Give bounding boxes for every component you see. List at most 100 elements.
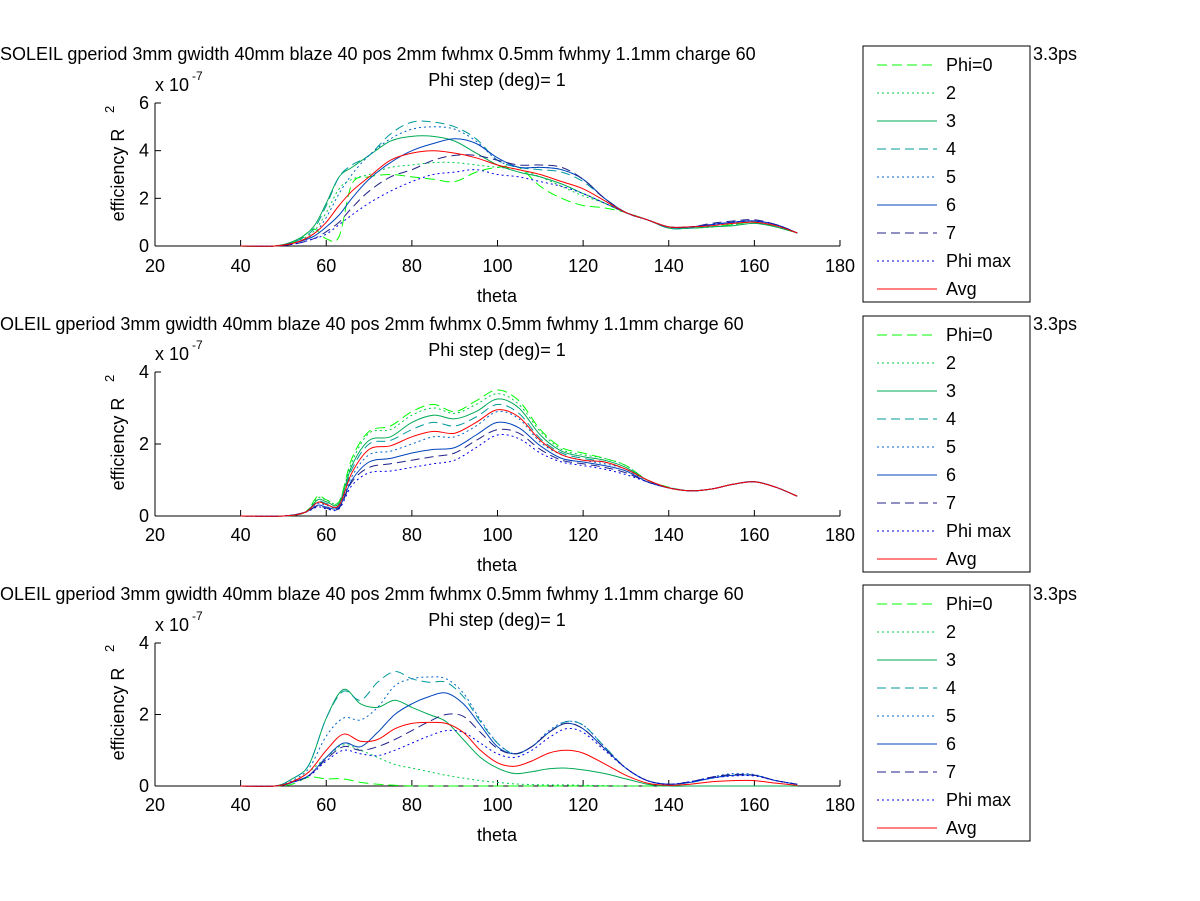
x-tick-label: 100 (482, 256, 512, 276)
y-tick-label: 0 (139, 776, 149, 796)
series-line-6 (240, 421, 798, 517)
legend-label: 7 (946, 493, 956, 513)
legend-label: 5 (946, 437, 956, 457)
y-axis-label: efficiency R 2 (102, 645, 128, 761)
series-line-avg (240, 409, 798, 517)
legend-label: Phi max (946, 521, 1011, 541)
x-tick-label: 120 (568, 256, 598, 276)
x-tick-label: 180 (825, 525, 855, 545)
legend-label: Phi=0 (946, 594, 993, 614)
legend-label: 2 (946, 622, 956, 642)
chart-subtitle: Phi step (deg)= 1 (428, 70, 566, 90)
subplot-2: OLEIL gperiod 3mm gwidth 40mm blaze 40 p… (0, 314, 1077, 575)
x-axis-label: theta (477, 555, 518, 575)
legend-label: Avg (946, 818, 977, 838)
legend-label: 3 (946, 650, 956, 670)
chart-title-suffix: 3.3ps (1033, 314, 1077, 334)
chart-subtitle: Phi step (deg)= 1 (428, 340, 566, 360)
x-tick-label: 40 (231, 256, 251, 276)
chart-title-suffix: 3.3ps (1033, 584, 1077, 604)
x-tick-label: 160 (739, 525, 769, 545)
y-axis-label-sup: 2 (102, 645, 117, 652)
legend-box (862, 584, 1031, 842)
x-tick-label: 140 (654, 256, 684, 276)
series-group (240, 120, 798, 247)
series-line-avg (240, 721, 798, 787)
x-tick-label: 40 (231, 525, 251, 545)
legend-label: 2 (946, 353, 956, 373)
x-tick-label: 180 (825, 256, 855, 276)
y-exponent-sup: -7 (192, 69, 203, 83)
series-line-phi-0 (240, 165, 798, 247)
y-axis-label-text: efficiency R (108, 398, 128, 491)
series-line-2 (240, 393, 798, 517)
series-line-3 (240, 688, 798, 788)
x-tick-label: 100 (482, 795, 512, 815)
legend-box (862, 315, 1031, 573)
y-tick-label: 2 (139, 188, 149, 208)
x-tick-label: 80 (402, 256, 422, 276)
legend: Phi=0 2 3 4 5 6 7 Phi max Avg (862, 45, 1031, 303)
y-tick-label: 2 (139, 434, 149, 454)
series-line-3 (240, 135, 798, 247)
legend-label: 3 (946, 381, 956, 401)
x-tick-label: 60 (316, 525, 336, 545)
x-tick-label: 60 (316, 795, 336, 815)
series-line-4 (240, 403, 798, 517)
series-line-phi-max (240, 169, 798, 247)
legend-label: 4 (946, 139, 956, 159)
legend: Phi=0 2 3 4 5 6 7 Phi max Avg (862, 315, 1031, 573)
x-axis-label: theta (477, 825, 518, 845)
x-tick-label: 140 (654, 795, 684, 815)
x-tick-label: 40 (231, 795, 251, 815)
series-line-4 (240, 671, 798, 788)
series-line-7 (240, 154, 798, 247)
legend: Phi=0 2 3 4 5 6 7 Phi max Avg (862, 584, 1031, 842)
x-tick-label: 120 (568, 795, 598, 815)
y-axis-label: efficiency R 2 (102, 375, 128, 491)
y-exponent-base: x 10 (155, 344, 189, 364)
y-tick-label: 0 (139, 236, 149, 256)
y-tick-label: 2 (139, 705, 149, 725)
legend-box (862, 45, 1031, 303)
y-axis-label: efficiency R 2 (102, 106, 128, 222)
x-tick-label: 120 (568, 525, 598, 545)
y-tick-label: 4 (139, 362, 149, 382)
series-line-phi-max (240, 434, 798, 517)
series-line-avg (240, 150, 798, 247)
chart-title-suffix: 3.3ps (1033, 44, 1077, 64)
legend-label: Avg (946, 549, 977, 569)
x-tick-label: 20 (145, 525, 165, 545)
x-tick-label: 160 (739, 256, 769, 276)
legend-label: 5 (946, 167, 956, 187)
legend-label: Phi=0 (946, 325, 993, 345)
legend-label: 4 (946, 409, 956, 429)
legend-label: 3 (946, 111, 956, 131)
series-line-phi-max (240, 727, 798, 787)
series-line-2 (240, 161, 798, 247)
legend-label: 2 (946, 83, 956, 103)
series-line-7 (240, 713, 798, 787)
x-tick-label: 180 (825, 795, 855, 815)
series-line-6 (240, 138, 798, 247)
chart-title: OLEIL gperiod 3mm gwidth 40mm blaze 40 p… (0, 314, 744, 334)
legend-label: Phi max (946, 790, 1011, 810)
y-axis-label-text: efficiency R (108, 668, 128, 761)
legend-label: 7 (946, 223, 956, 243)
series-line-6 (240, 692, 798, 787)
x-axis-label: theta (477, 286, 518, 306)
chart-title: OLEIL gperiod 3mm gwidth 40mm blaze 40 p… (0, 584, 744, 604)
legend-label: Phi=0 (946, 55, 993, 75)
series-group (240, 389, 798, 517)
legend-label: 6 (946, 195, 956, 215)
x-tick-label: 80 (402, 795, 422, 815)
subplot-1: SOLEIL gperiod 3mm gwidth 40mm blaze 40 … (0, 44, 1077, 306)
y-exponent-base: x 10 (155, 615, 189, 635)
y-tick-label: 4 (139, 633, 149, 653)
y-tick-label: 0 (139, 506, 149, 526)
chart-subtitle: Phi step (deg)= 1 (428, 610, 566, 630)
legend-label: 7 (946, 762, 956, 782)
legend-label: Phi max (946, 251, 1011, 271)
legend-label: 5 (946, 706, 956, 726)
